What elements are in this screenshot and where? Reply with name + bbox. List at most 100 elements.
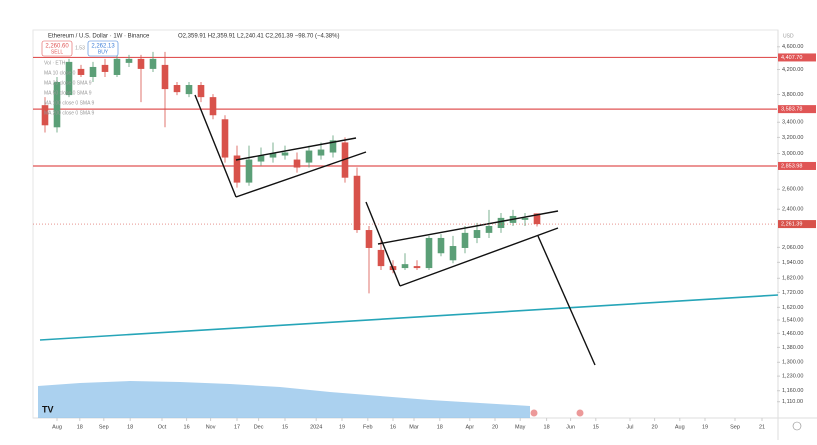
x-tick-label: Sep: [730, 424, 740, 430]
y-tick-label: 2,400.00: [782, 207, 803, 213]
logo: TV: [42, 404, 54, 414]
candle-body: [233, 155, 241, 183]
candle-body: [365, 230, 373, 248]
y-tick-label: 1,460.00: [782, 331, 803, 337]
candle-body: [473, 230, 481, 238]
y-tick-label: 4,600.00: [782, 44, 803, 50]
buy-label[interactable]: BUY: [98, 49, 109, 55]
y-tick-label: 4,200.00: [782, 67, 803, 73]
y-tick-label: 3,000.00: [782, 151, 803, 157]
currency: USD: [783, 33, 794, 39]
y-tick-label: 3,400.00: [782, 120, 803, 126]
y-tick-label: 1,940.00: [782, 260, 803, 266]
indicator-label: Vol · ETH: [44, 60, 66, 66]
x-tick-label: 15: [593, 424, 599, 430]
x-tick-label: 20: [652, 424, 658, 430]
x-tick-label: 18: [77, 424, 83, 430]
y-tick-label: 1,110.00: [782, 399, 803, 405]
candle-body: [413, 266, 421, 269]
y-tick-label: 1,620.00: [782, 305, 803, 311]
x-tick-label: Mar: [409, 424, 419, 430]
x-tick-label: Aug: [52, 424, 62, 430]
x-tick-label: Sep: [99, 424, 109, 430]
candle-body: [485, 225, 493, 233]
y-tick-label: 1,720.00: [782, 290, 803, 296]
indicator-legend: Vol · ETH MA 10 close 0 MA 20 close 0 SMA …: [44, 60, 95, 116]
x-tick-label: Apr: [466, 424, 475, 430]
y-tick-label: 1,820.00: [782, 276, 803, 282]
x-tick-label: Jul: [626, 424, 633, 430]
buy-button[interactable]: [87, 40, 119, 57]
price-label: 4,407.70: [781, 55, 802, 61]
candle-body: [53, 81, 61, 128]
drawing: [365, 201, 401, 287]
event-icon[interactable]: [576, 409, 584, 417]
y-tick-label: 1,230.00: [782, 374, 803, 380]
x-tick-label: 15: [282, 424, 288, 430]
y-tick-label: 3,800.00: [782, 92, 803, 98]
y-tick-label: 1,300.00: [782, 360, 803, 366]
x-tick-label: Oct: [158, 424, 167, 430]
candle-body: [449, 246, 457, 261]
x-tick-label: 18: [437, 424, 443, 430]
sell-button[interactable]: [41, 40, 73, 57]
y-tick-label: 2,060.00: [782, 245, 803, 251]
volume-area: [38, 381, 530, 418]
spread: 1.53: [75, 45, 85, 51]
drawing: [537, 235, 596, 366]
candle-body: [173, 85, 181, 93]
candle-body: [353, 175, 361, 231]
candle-body: [221, 119, 229, 158]
candle-body: [533, 213, 541, 225]
candle-body: [461, 232, 469, 248]
x-tick-label: Dec: [254, 424, 264, 430]
x-tick-label: 19: [339, 424, 345, 430]
candle-body: [305, 150, 313, 163]
x-tick-label: 16: [184, 424, 190, 430]
candle-body: [185, 85, 193, 95]
y-tick-label: 3,200.00: [782, 135, 803, 141]
candle-body: [137, 58, 145, 69]
price-label: 2,853.98: [781, 163, 802, 169]
x-tick-label: 2024: [310, 424, 322, 430]
y-tick-label: 1,380.00: [782, 345, 803, 351]
candle-body: [521, 217, 529, 220]
settings-icon[interactable]: [792, 421, 802, 431]
price-label-box: [778, 161, 816, 170]
x-tick-label: Jun: [566, 424, 575, 430]
x-tick-label: 18: [127, 424, 133, 430]
symbol: Ethereum / U.S. Dollar · 1W · Binance: [48, 34, 150, 40]
ohlc: O2,359.91 H2,359.91 L2,240.41 C2,261.39 …: [178, 34, 339, 40]
price-label: 3,583.78: [781, 107, 802, 113]
x-tick-label: Nov: [206, 424, 216, 430]
trend-line: [39, 294, 779, 341]
indicator-label: MA 50 close 0 SMA 9: [44, 90, 92, 96]
indicator-label: MA 200 close 0 SMA 9: [44, 110, 95, 116]
candle-body: [437, 237, 445, 254]
drawing: [235, 137, 357, 161]
x-tick-label: 21: [759, 424, 765, 430]
candle-body: [149, 58, 157, 69]
x-tick-label: 17: [234, 424, 240, 430]
y-tick-label: 1,540.00: [782, 317, 803, 323]
candle-body: [245, 159, 253, 183]
candle-body: [329, 140, 337, 153]
candle-body: [197, 85, 205, 98]
candle-body: [293, 159, 301, 168]
candle-body: [41, 105, 49, 126]
indicator-label: MA 10 close 0: [44, 70, 76, 76]
candle-body: [377, 249, 385, 267]
candle-body: [281, 152, 289, 156]
price-label-box: [778, 53, 816, 62]
x-tick-label: 18: [544, 424, 550, 430]
buy-price[interactable]: 2,262.13: [91, 44, 115, 50]
sell-price[interactable]: 2,260.60: [45, 44, 69, 50]
y-tick-label: 2,600.00: [782, 187, 803, 193]
sell-label[interactable]: SELL: [51, 49, 63, 55]
event-icon[interactable]: [530, 409, 538, 417]
drawing: [194, 94, 237, 198]
x-tick-label: Feb: [363, 424, 372, 430]
x-tick-label: 16: [390, 424, 396, 430]
drawing: [377, 210, 559, 245]
candle-body: [89, 66, 97, 77]
